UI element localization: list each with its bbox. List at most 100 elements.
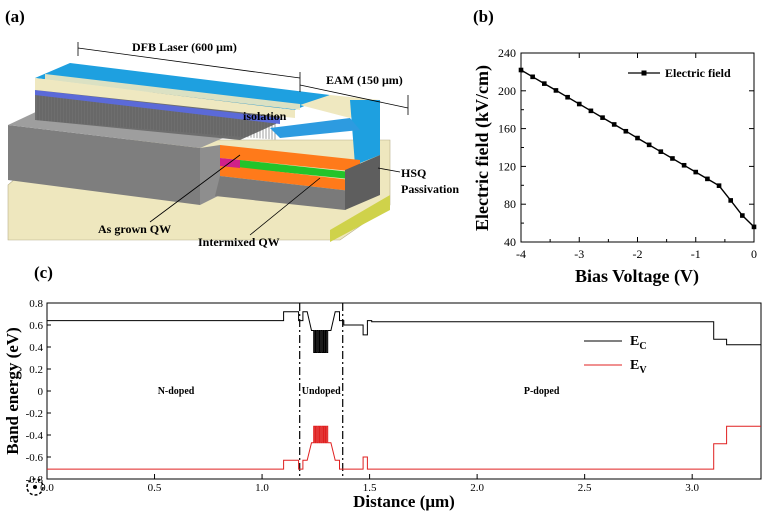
chart-b-series-line xyxy=(520,69,755,228)
chart-b-xtick-label: -2 xyxy=(633,247,643,261)
chart-c-region-label: N-doped xyxy=(158,386,195,397)
chart-c-xtick-label: 2.5 xyxy=(578,482,592,494)
panel-c: (c) 0.0 0.5 1.0 1.5 2.0 2.5 3.0 -0.8 -0.6 -0.4 -0.… xyxy=(3,263,762,511)
chart-b-data-point xyxy=(576,101,582,107)
chart-b-data-point xyxy=(553,88,559,93)
chart-b-data-point xyxy=(670,156,675,161)
chart-c-frame xyxy=(46,302,762,480)
chart-b-data-point xyxy=(728,198,733,203)
dfb-cream-top xyxy=(35,78,295,118)
chart-c-axes: 0.0 0.5 1.0 1.5 2.0 2.5 3.0 -0.8 -0.6 -0.4 -0.2 0 0.… xyxy=(26,298,700,494)
passivation-label: Passivation xyxy=(401,182,459,196)
qw-orange-top xyxy=(220,145,360,172)
chart-b-data-point xyxy=(681,162,687,168)
chart-b-xlabel: Bias Voltage (V) xyxy=(575,266,699,287)
lower-mesa-front xyxy=(8,125,200,205)
dfb-dimension-line xyxy=(77,47,301,79)
eam-dimension-line xyxy=(299,84,409,109)
chart-c-xtick-label: 1.0 xyxy=(255,482,269,494)
chart-b-data-point xyxy=(751,224,757,230)
intermixed-label: Intermixed QW xyxy=(198,235,280,249)
chart-b-markers xyxy=(518,67,757,230)
chart-b-data-point xyxy=(518,67,524,73)
corner-spinner-dot xyxy=(33,485,37,489)
qw-orange-bottom xyxy=(220,165,360,192)
eam-blue-ridge xyxy=(270,118,360,138)
chart-b-data-point xyxy=(658,149,664,154)
chart-c-region-labels: N-doped Undoped P-doped xyxy=(158,386,560,397)
chart-b-data-point xyxy=(635,135,640,141)
chart-c-ytick-label: -0.4 xyxy=(26,430,44,442)
chart-b-data-point xyxy=(588,108,594,114)
chart-b-xtick-label: 0 xyxy=(751,247,757,261)
panel-a: (a) xyxy=(5,7,459,249)
qw-magenta xyxy=(220,158,240,168)
chart-b-data-point xyxy=(693,169,699,175)
chart-b-data-point xyxy=(623,128,629,134)
chart-c-xlabel: Distance (μm) xyxy=(353,492,455,511)
chart-c-ylabel: Band energy (eV) xyxy=(3,327,22,454)
chart-b-xtick-label: -4 xyxy=(516,247,526,261)
chart-c-ev-line xyxy=(47,425,761,470)
chart-c-ytick-label: 0.6 xyxy=(29,320,43,332)
chart-b-data-point xyxy=(530,74,535,80)
chart-c-ytick-label: 0 xyxy=(38,386,44,398)
chart-c-region-label: P-doped xyxy=(524,386,560,397)
chart-c-ytick-label: 0.8 xyxy=(29,298,43,310)
chart-b-data-point xyxy=(542,81,547,86)
substrate-yellow-edge xyxy=(330,195,390,242)
chart-c-legend-ec-label: EC xyxy=(630,334,647,352)
chart-c-ytick-label: -0.2 xyxy=(26,408,43,420)
dfb-blue-top xyxy=(35,63,330,110)
chart-b-ytick-label: 160 xyxy=(498,122,516,136)
asgrown-pointer xyxy=(149,154,241,223)
panel-b: (b) -4 -3 -2 -1 0 40 80 120 160 200 240 Electric f… xyxy=(472,7,757,287)
ridge-texture xyxy=(37,95,276,140)
chart-b-legend-marker xyxy=(641,70,647,76)
chart-b-data-point xyxy=(740,213,745,218)
ridge-purple-stripe xyxy=(35,90,280,124)
chart-c-ytick-label: 0.4 xyxy=(29,342,43,354)
chart-c-xtick-label: 0.5 xyxy=(148,482,162,494)
qw-green xyxy=(240,160,360,180)
chart-b-ytick-label: 80 xyxy=(504,197,516,211)
dfb-cream-top2 xyxy=(45,74,300,110)
panel-c-label: (c) xyxy=(34,263,53,282)
chart-c-xtick-label: 2.0 xyxy=(470,482,484,494)
chart-b-ylabel: Electric field (kV/cm) xyxy=(472,65,493,231)
chart-b-data-point xyxy=(565,94,570,100)
chart-b-data-point xyxy=(705,176,710,182)
chart-b-frame xyxy=(520,52,755,243)
chart-c-legend-ev-label: EV xyxy=(630,358,647,376)
panel-b-label: (b) xyxy=(473,7,494,26)
mesa-right-gray2 xyxy=(215,176,360,210)
chart-b-data-point xyxy=(716,183,722,188)
chart-b-axes: -4 -3 -2 -1 0 40 80 120 160 200 240 xyxy=(498,46,757,261)
chart-c-xtick-label: 0.0 xyxy=(40,482,54,494)
chart-c-ec-line xyxy=(47,311,761,353)
chart-c-xtick-label: 3.0 xyxy=(685,482,699,494)
chart-b-data-point xyxy=(611,122,617,127)
chart-c-ytick-label: 0.2 xyxy=(29,364,43,376)
mesa-right-dark xyxy=(345,155,380,210)
chart-b-ytick-label: 240 xyxy=(498,46,516,60)
chart-b-data-point xyxy=(600,115,605,120)
hsq-pointer xyxy=(377,167,401,173)
chart-b-legend-label: Electric field xyxy=(665,66,731,80)
isolation-label: isolation xyxy=(243,109,287,123)
as-grown-label: As grown QW xyxy=(98,222,171,236)
eam-blue-side xyxy=(350,100,380,165)
intermixed-pointer xyxy=(249,177,321,236)
chart-b-ytick-label: 200 xyxy=(498,84,516,98)
chart-b-ytick-label: 40 xyxy=(504,235,516,249)
dfb-label: DFB Laser (600 μm) xyxy=(132,40,237,54)
corner-spinner-icon xyxy=(26,478,44,496)
chart-b-data-point xyxy=(646,142,652,148)
mesa-right-gray xyxy=(200,145,220,205)
hsq-label: HSQ xyxy=(401,166,426,180)
chart-b-xtick-label: -1 xyxy=(691,247,701,261)
chart-c-ytick-label: -0.6 xyxy=(26,452,44,464)
chart-b-ytick-label: 120 xyxy=(498,159,516,173)
chart-c-ytick-label: -0.8 xyxy=(26,474,44,486)
